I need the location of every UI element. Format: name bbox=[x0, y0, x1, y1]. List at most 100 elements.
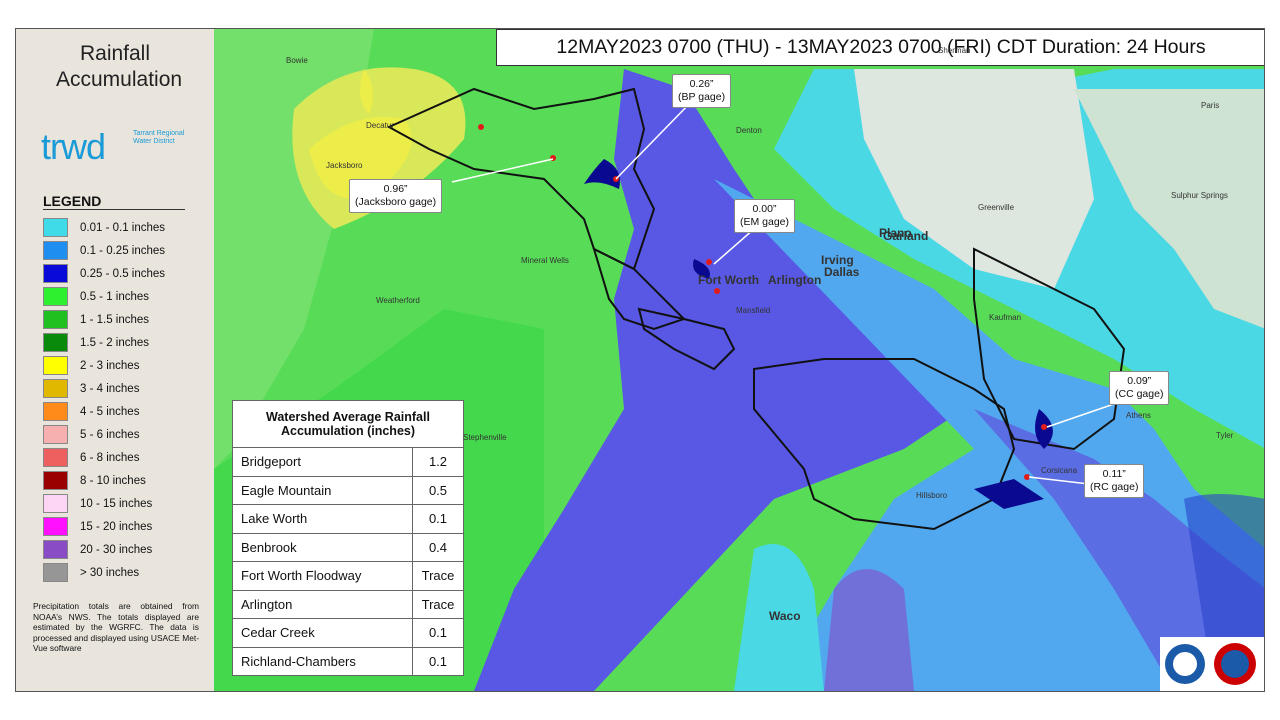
table-row: Arlington Trace bbox=[232, 589, 464, 619]
legend-swatch bbox=[43, 494, 68, 513]
gage-value: 0.26” bbox=[689, 78, 714, 90]
legend-item: 0.5 - 1 inches bbox=[43, 285, 165, 308]
legend-label: 5 - 6 inches bbox=[80, 428, 140, 441]
rainfall-value: Trace bbox=[412, 589, 464, 619]
map-label: Fort Worth bbox=[698, 273, 760, 287]
legend-item: 20 - 30 inches bbox=[43, 538, 165, 561]
watershed-name: Arlington bbox=[232, 589, 413, 619]
legend-swatch bbox=[43, 379, 68, 398]
legend-swatch bbox=[43, 241, 68, 260]
legend-item: 0.25 - 0.5 inches bbox=[43, 262, 165, 285]
watershed-name: Cedar Creek bbox=[232, 618, 413, 648]
gage-name: (CC gage) bbox=[1115, 388, 1164, 400]
legend-swatch bbox=[43, 540, 68, 559]
map-label: Plano bbox=[879, 226, 912, 240]
legend-item: 6 - 8 inches bbox=[43, 446, 165, 469]
map-label: Paris bbox=[1201, 101, 1220, 110]
legend-item: 8 - 10 inches bbox=[43, 469, 165, 492]
legend-label: 4 - 5 inches bbox=[80, 405, 140, 418]
legend-item: 5 - 6 inches bbox=[43, 423, 165, 446]
legend-label: 6 - 8 inches bbox=[80, 451, 140, 464]
legend-label: 1 - 1.5 inches bbox=[80, 313, 150, 326]
legend-item: 4 - 5 inches bbox=[43, 400, 165, 423]
table-row: Bridgeport 1.2 bbox=[232, 447, 464, 477]
map-label: Mineral Wells bbox=[521, 256, 569, 265]
legend-swatch bbox=[43, 287, 68, 306]
gage-value: 0.09” bbox=[1127, 375, 1152, 387]
map-label: Garland bbox=[883, 229, 929, 243]
legend-item: 10 - 15 inches bbox=[43, 492, 165, 515]
logo-mark: trwd bbox=[41, 126, 106, 167]
watershed-table: Watershed Average Rainfall Accumulation … bbox=[232, 400, 464, 676]
table-row: Benbrook 0.4 bbox=[232, 532, 464, 562]
legend-item: 3 - 4 inches bbox=[43, 377, 165, 400]
legend-swatch bbox=[43, 356, 68, 375]
agency-logos bbox=[1160, 637, 1264, 691]
legend-item: > 30 inches bbox=[43, 561, 165, 584]
map-label: Stephenville bbox=[463, 433, 507, 442]
legend-label: 8 - 10 inches bbox=[80, 474, 146, 487]
map-label: Corsicana bbox=[1041, 466, 1078, 475]
map-label: Bowie bbox=[286, 56, 308, 65]
map-label: Athens bbox=[1126, 411, 1151, 420]
legend-label: 20 - 30 inches bbox=[80, 543, 153, 556]
legend-swatch bbox=[43, 425, 68, 444]
map-label: Sulphur Springs bbox=[1171, 191, 1228, 200]
note: Precipitation totals are obtained from N… bbox=[33, 601, 199, 653]
map-label: Waco bbox=[769, 609, 801, 623]
gage-callout: 0.09” (CC gage) bbox=[1109, 371, 1170, 405]
legend-swatch bbox=[43, 471, 68, 490]
map-label: Mansfield bbox=[736, 306, 771, 315]
legend-item: 2 - 3 inches bbox=[43, 354, 165, 377]
legend-label: 0.1 - 0.25 inches bbox=[80, 244, 166, 257]
legend-swatch bbox=[43, 563, 68, 582]
table-row: Fort Worth Floodway Trace bbox=[232, 561, 464, 591]
legend-label: 10 - 15 inches bbox=[80, 497, 153, 510]
table-row: Richland-Chambers 0.1 bbox=[232, 646, 464, 676]
gage-name: (Jacksboro gage) bbox=[355, 196, 437, 208]
gage-callout: 0.11” (RC gage) bbox=[1084, 464, 1145, 498]
frame: Rainfall Accumulation trwd Tarrant Regio… bbox=[15, 28, 1265, 692]
legend-title: LEGEND bbox=[43, 193, 185, 210]
sidebar-title: Rainfall Accumulation bbox=[56, 42, 183, 91]
rainfall-value: 0.1 bbox=[412, 504, 464, 534]
legend-item: 0.1 - 0.25 inches bbox=[43, 239, 165, 262]
legend-swatch bbox=[43, 333, 68, 352]
legend-item: 15 - 20 inches bbox=[43, 515, 165, 538]
rainfall-value: 0.5 bbox=[412, 475, 464, 505]
map-label: Jacksboro bbox=[326, 161, 363, 170]
gage-value: 0.96” bbox=[383, 183, 408, 195]
rainfall-value: 0.1 bbox=[412, 646, 464, 676]
map-label: Dallas bbox=[824, 265, 860, 279]
watershed-name: Richland-Chambers bbox=[232, 646, 413, 676]
legend-item: 1 - 1.5 inches bbox=[43, 308, 165, 331]
table-row: Eagle Mountain 0.5 bbox=[232, 475, 464, 505]
legend-swatch bbox=[43, 218, 68, 237]
map-label: Kaufman bbox=[989, 313, 1022, 322]
legend-item: 0.01 - 0.1 inches bbox=[43, 216, 165, 239]
sidebar: Rainfall Accumulation trwd Tarrant Regio… bbox=[16, 29, 214, 691]
legend-label: 0.01 - 0.1 inches bbox=[80, 221, 166, 234]
legend-swatch bbox=[43, 310, 68, 329]
legend-label: 3 - 4 inches bbox=[80, 382, 140, 395]
rainfall-value: 0.4 bbox=[412, 532, 464, 562]
map-label: Greenville bbox=[978, 203, 1015, 212]
watershed-name: Benbrook bbox=[232, 532, 413, 562]
rainfall-value: 0.1 bbox=[412, 618, 464, 648]
gage-value: 0.11” bbox=[1102, 468, 1126, 480]
gage-name: (RC gage) bbox=[1090, 481, 1139, 493]
legend-label: 2 - 3 inches bbox=[80, 359, 140, 372]
table-title: Watershed Average Rainfall Accumulation … bbox=[232, 400, 464, 448]
gage-name: (BP gage) bbox=[678, 91, 726, 103]
map-label: Hillsboro bbox=[916, 491, 948, 500]
legend-label: 1.5 - 2 inches bbox=[80, 336, 150, 349]
gage-callout: 0.96” (Jacksboro gage) bbox=[349, 179, 443, 213]
table-row: Lake Worth 0.1 bbox=[232, 504, 464, 534]
gage-callout: 0.00” (EM gage) bbox=[734, 199, 796, 233]
map-label: Denton bbox=[736, 126, 762, 135]
map-label: Weatherford bbox=[376, 296, 420, 305]
legend-label: 0.5 - 1 inches bbox=[80, 290, 150, 303]
gage-value: 0.00” bbox=[752, 203, 777, 215]
rainfall-value: Trace bbox=[412, 561, 464, 591]
